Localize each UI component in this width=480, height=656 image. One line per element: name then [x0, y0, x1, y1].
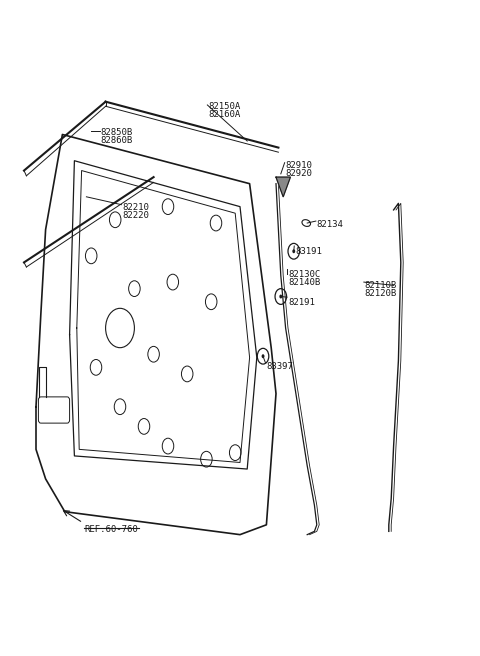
Text: 82850B: 82850B: [101, 128, 133, 137]
Text: 82120B: 82120B: [365, 289, 397, 298]
Text: 82191: 82191: [288, 298, 315, 308]
Circle shape: [292, 249, 295, 253]
Text: 82220: 82220: [122, 211, 149, 220]
Text: 82130C: 82130C: [288, 270, 320, 279]
Text: 82910: 82910: [286, 161, 312, 170]
Text: 82160A: 82160A: [209, 110, 241, 119]
Text: 82140B: 82140B: [288, 278, 320, 287]
Circle shape: [262, 354, 264, 358]
Text: 82920: 82920: [286, 169, 312, 178]
Text: 82210: 82210: [122, 203, 149, 213]
Text: 83191: 83191: [295, 247, 322, 256]
Text: 83397: 83397: [266, 362, 293, 371]
Text: 82134: 82134: [317, 220, 344, 229]
Text: 82110B: 82110B: [365, 281, 397, 290]
Circle shape: [279, 295, 282, 298]
Text: 82150A: 82150A: [209, 102, 241, 111]
Text: 82860B: 82860B: [101, 136, 133, 145]
Text: REF.60-760: REF.60-760: [84, 525, 138, 534]
Polygon shape: [276, 177, 290, 197]
